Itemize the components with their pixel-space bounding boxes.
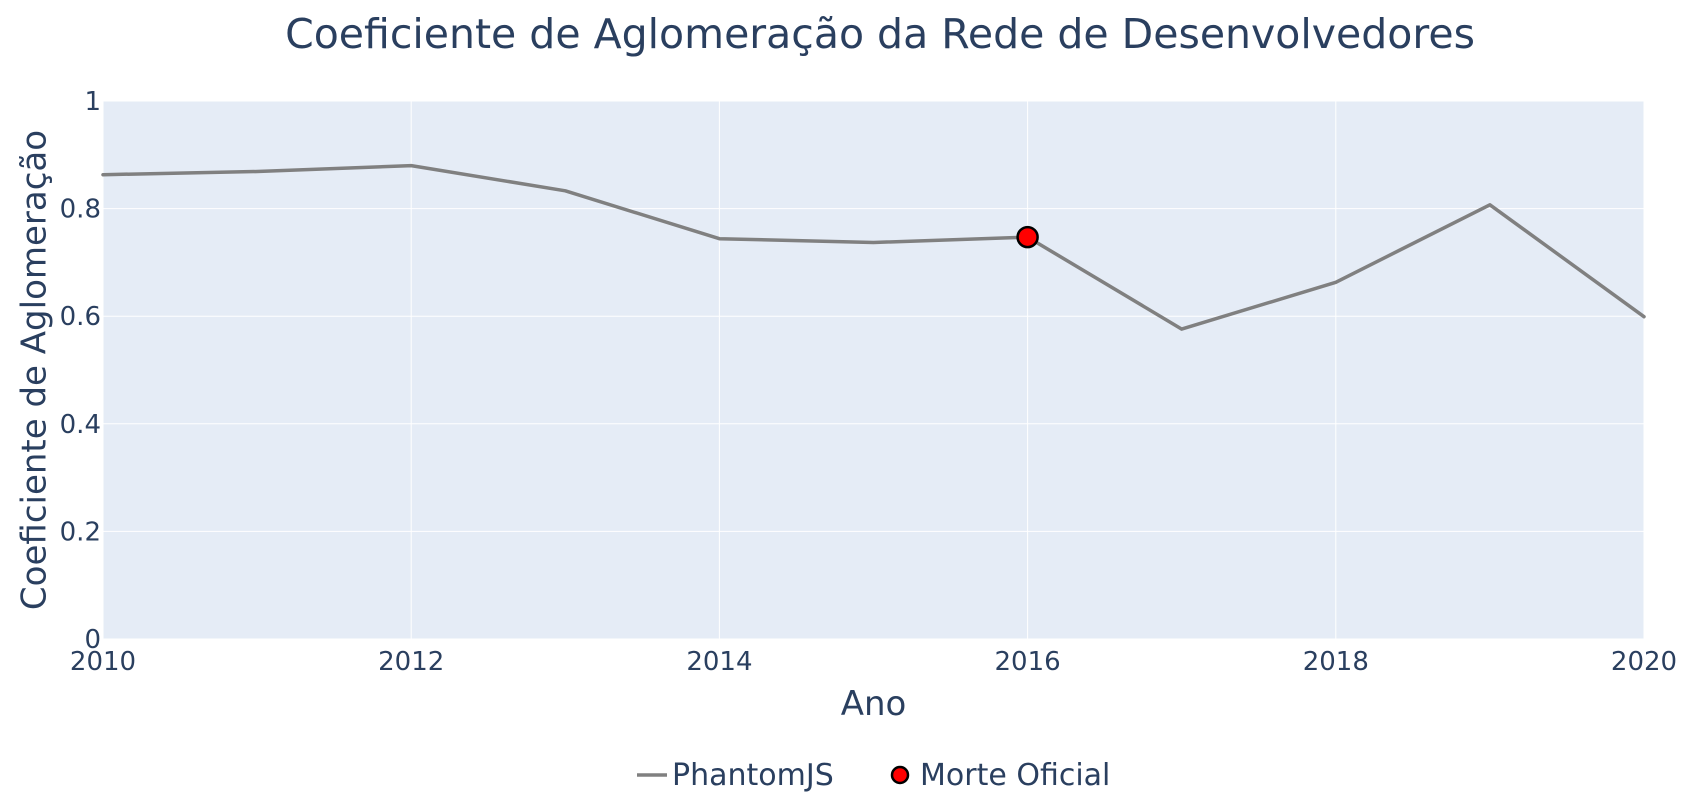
legend-marker-swatch [892,767,908,783]
y-tick-label: 0.4 [60,410,101,440]
x-tick-label: 2012 [378,647,444,677]
morte-oficial-marker[interactable] [1018,227,1038,247]
y-tick-label: 0.8 [60,195,101,225]
x-axis-title: Ano [841,684,907,724]
y-tick-label: 1 [84,87,101,117]
x-tick-label: 2010 [70,647,136,677]
x-tick-label: 2018 [1303,647,1369,677]
y-tick-label: 0.6 [60,302,101,332]
y-axis-title: Coeficiente de Aglomeração [15,130,55,610]
x-tick-label: 2020 [1611,647,1677,677]
plot-area [103,101,1644,639]
x-tick-label: 2014 [686,647,752,677]
y-tick-label: 0.2 [60,517,101,547]
legend-item-morte-oficial[interactable]: Morte Oficial [892,758,1110,793]
chart-title: Coeficiente de Aglomeração da Rede de De… [285,10,1475,58]
x-tick-label: 2016 [995,647,1061,677]
y-tick-label: 0 [84,625,101,655]
legend-label-phantomjs: PhantomJS [672,758,834,793]
legend-label-morte-oficial: Morte Oficial [920,758,1110,793]
